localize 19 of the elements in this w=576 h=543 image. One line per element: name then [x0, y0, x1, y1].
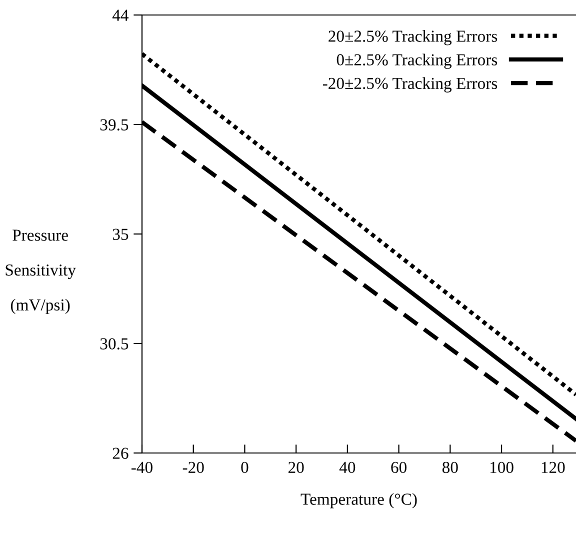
- y-tick-label: 44: [112, 10, 129, 21]
- x-tick-label: 80: [442, 462, 458, 474]
- x-axis-title: Temperature (°C): [300, 493, 417, 508]
- legend-label: -20±2.5% Tracking Errors: [322, 77, 498, 92]
- y-tick-label: 30.5: [100, 338, 128, 350]
- x-tick-label: -20: [182, 462, 204, 474]
- x-tick-label: 0: [241, 462, 248, 474]
- x-tick-label: 40: [339, 462, 356, 474]
- x-tick-label: 120: [542, 462, 565, 474]
- y-tick-label: 26: [112, 448, 128, 459]
- x-tick-label: -40: [132, 462, 152, 474]
- y-tick-label: 39.5: [100, 119, 128, 131]
- x-tick-label: 20: [288, 462, 304, 474]
- x-tick-label: 60: [391, 462, 407, 474]
- legend-label: 0±2.5% Tracking Errors: [336, 54, 498, 69]
- y-tick-label: 35: [112, 228, 128, 240]
- x-tick-label: 100: [490, 462, 514, 474]
- legend-label: 20±2.5% Tracking Errors: [328, 30, 498, 46]
- text: Pressure Sensitivity (mV/psi): [6, 230, 76, 314]
